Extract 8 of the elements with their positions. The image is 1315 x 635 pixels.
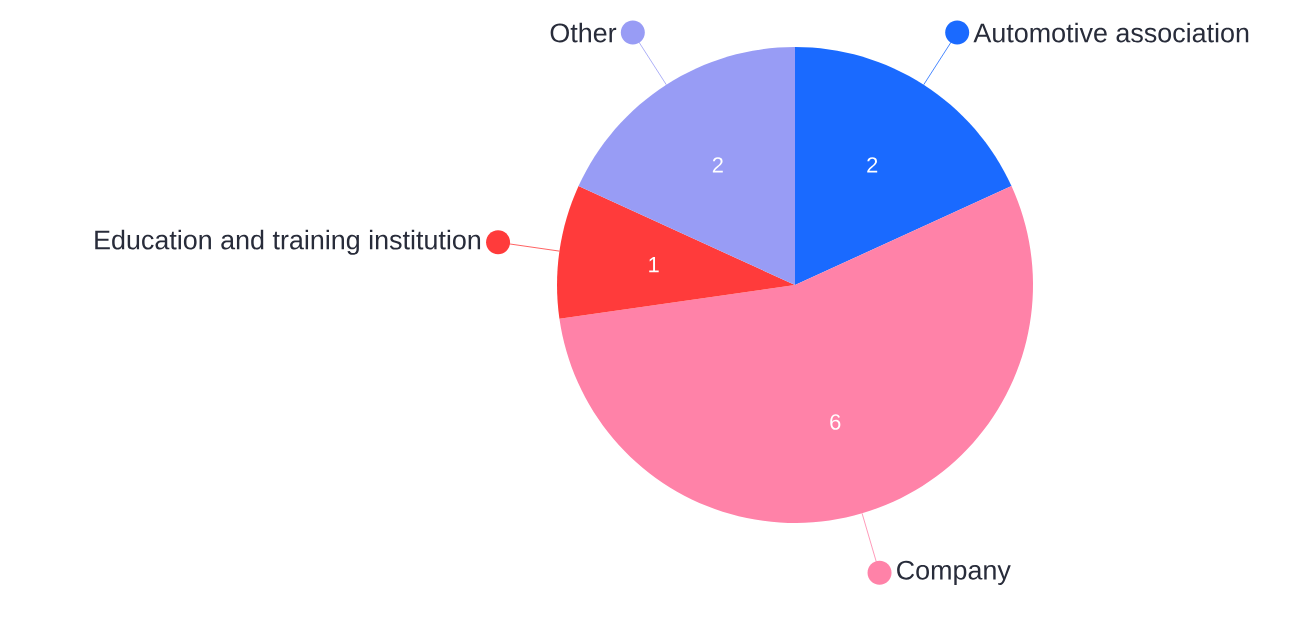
slice-label: Other [550,22,617,43]
data-label: 1 [649,257,659,273]
data-label: 2 [712,157,723,173]
data-label: 2 [867,157,878,173]
legend-label: Company [897,560,1011,586]
slice-label: Education and training institution [95,229,481,255]
legend-label: Automotive association [973,22,1249,43]
data-label: 6 [830,414,841,430]
